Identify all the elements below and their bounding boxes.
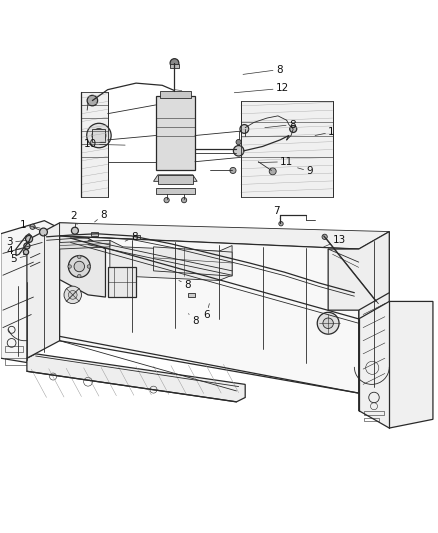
Text: 8: 8: [125, 232, 138, 242]
Polygon shape: [241, 101, 332, 197]
Text: 8: 8: [188, 313, 198, 326]
Bar: [91, 232, 98, 236]
Circle shape: [290, 125, 297, 133]
Text: 8: 8: [95, 209, 107, 222]
Bar: [170, 64, 179, 68]
Circle shape: [87, 95, 98, 106]
Bar: [158, 175, 193, 183]
Circle shape: [323, 318, 333, 328]
Circle shape: [30, 224, 35, 229]
Circle shape: [39, 228, 47, 236]
Text: 3: 3: [6, 238, 27, 247]
Text: 7: 7: [273, 206, 280, 219]
Bar: [155, 96, 195, 171]
Polygon shape: [359, 302, 433, 428]
Polygon shape: [328, 231, 389, 310]
Circle shape: [269, 168, 276, 175]
Polygon shape: [60, 236, 106, 297]
Polygon shape: [27, 223, 60, 358]
Circle shape: [233, 146, 244, 156]
Circle shape: [24, 243, 30, 249]
Text: 10: 10: [84, 139, 125, 149]
Text: 5: 5: [11, 254, 26, 264]
Polygon shape: [60, 223, 389, 249]
Polygon shape: [60, 240, 110, 249]
Polygon shape: [359, 231, 389, 393]
Text: 4: 4: [6, 246, 25, 256]
Circle shape: [230, 167, 236, 174]
Bar: [364, 410, 384, 415]
Circle shape: [240, 125, 249, 133]
Circle shape: [68, 290, 77, 299]
Bar: [209, 252, 216, 256]
Polygon shape: [60, 223, 359, 249]
Circle shape: [25, 236, 32, 243]
Circle shape: [74, 261, 85, 272]
Bar: [108, 266, 136, 297]
Circle shape: [78, 274, 81, 278]
Bar: [133, 235, 140, 239]
Circle shape: [181, 198, 187, 203]
Circle shape: [71, 227, 78, 234]
Circle shape: [317, 312, 339, 334]
Circle shape: [68, 256, 90, 277]
Polygon shape: [155, 188, 195, 195]
Circle shape: [78, 255, 81, 259]
Circle shape: [87, 123, 111, 148]
Polygon shape: [110, 240, 232, 280]
Text: 11: 11: [258, 157, 293, 167]
Bar: [5, 346, 22, 352]
Polygon shape: [153, 247, 232, 276]
Bar: [5, 358, 29, 365]
Circle shape: [170, 59, 179, 67]
Text: 1: 1: [315, 127, 335, 137]
Bar: [92, 129, 106, 142]
Bar: [160, 91, 191, 99]
Circle shape: [96, 133, 102, 139]
Text: 2: 2: [71, 211, 77, 224]
Text: 13: 13: [324, 235, 346, 247]
Polygon shape: [27, 354, 245, 402]
Text: 1: 1: [19, 220, 40, 230]
Circle shape: [164, 198, 169, 203]
Circle shape: [68, 265, 71, 268]
Circle shape: [64, 286, 81, 304]
Text: 8: 8: [179, 280, 191, 290]
Text: 12: 12: [234, 83, 289, 93]
Circle shape: [23, 249, 28, 255]
Polygon shape: [60, 236, 359, 393]
Text: 9: 9: [297, 166, 313, 176]
Polygon shape: [153, 175, 197, 181]
Text: 8: 8: [265, 119, 296, 130]
Polygon shape: [1, 221, 57, 362]
Text: 8: 8: [243, 64, 283, 75]
Bar: [29, 252, 42, 268]
Circle shape: [322, 234, 327, 239]
Polygon shape: [81, 92, 108, 197]
Circle shape: [92, 128, 106, 142]
Circle shape: [236, 140, 241, 144]
Circle shape: [87, 265, 91, 268]
Bar: [188, 293, 195, 297]
Text: 6: 6: [203, 304, 209, 320]
Circle shape: [279, 222, 283, 226]
Bar: [364, 418, 379, 422]
